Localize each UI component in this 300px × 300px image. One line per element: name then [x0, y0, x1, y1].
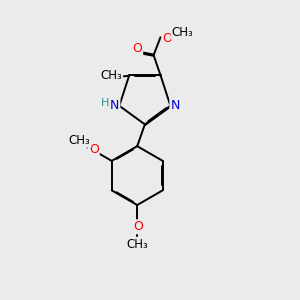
Text: N: N: [170, 99, 180, 112]
Text: N: N: [110, 99, 119, 112]
Text: O: O: [134, 220, 143, 233]
Text: O: O: [163, 32, 172, 45]
Text: O: O: [132, 42, 142, 55]
Text: CH₃: CH₃: [69, 134, 90, 147]
Text: CH₃: CH₃: [126, 238, 148, 251]
Text: CH₃: CH₃: [100, 69, 122, 82]
Text: H: H: [101, 98, 110, 108]
Text: CH₃: CH₃: [172, 26, 193, 39]
Text: O: O: [89, 143, 99, 156]
